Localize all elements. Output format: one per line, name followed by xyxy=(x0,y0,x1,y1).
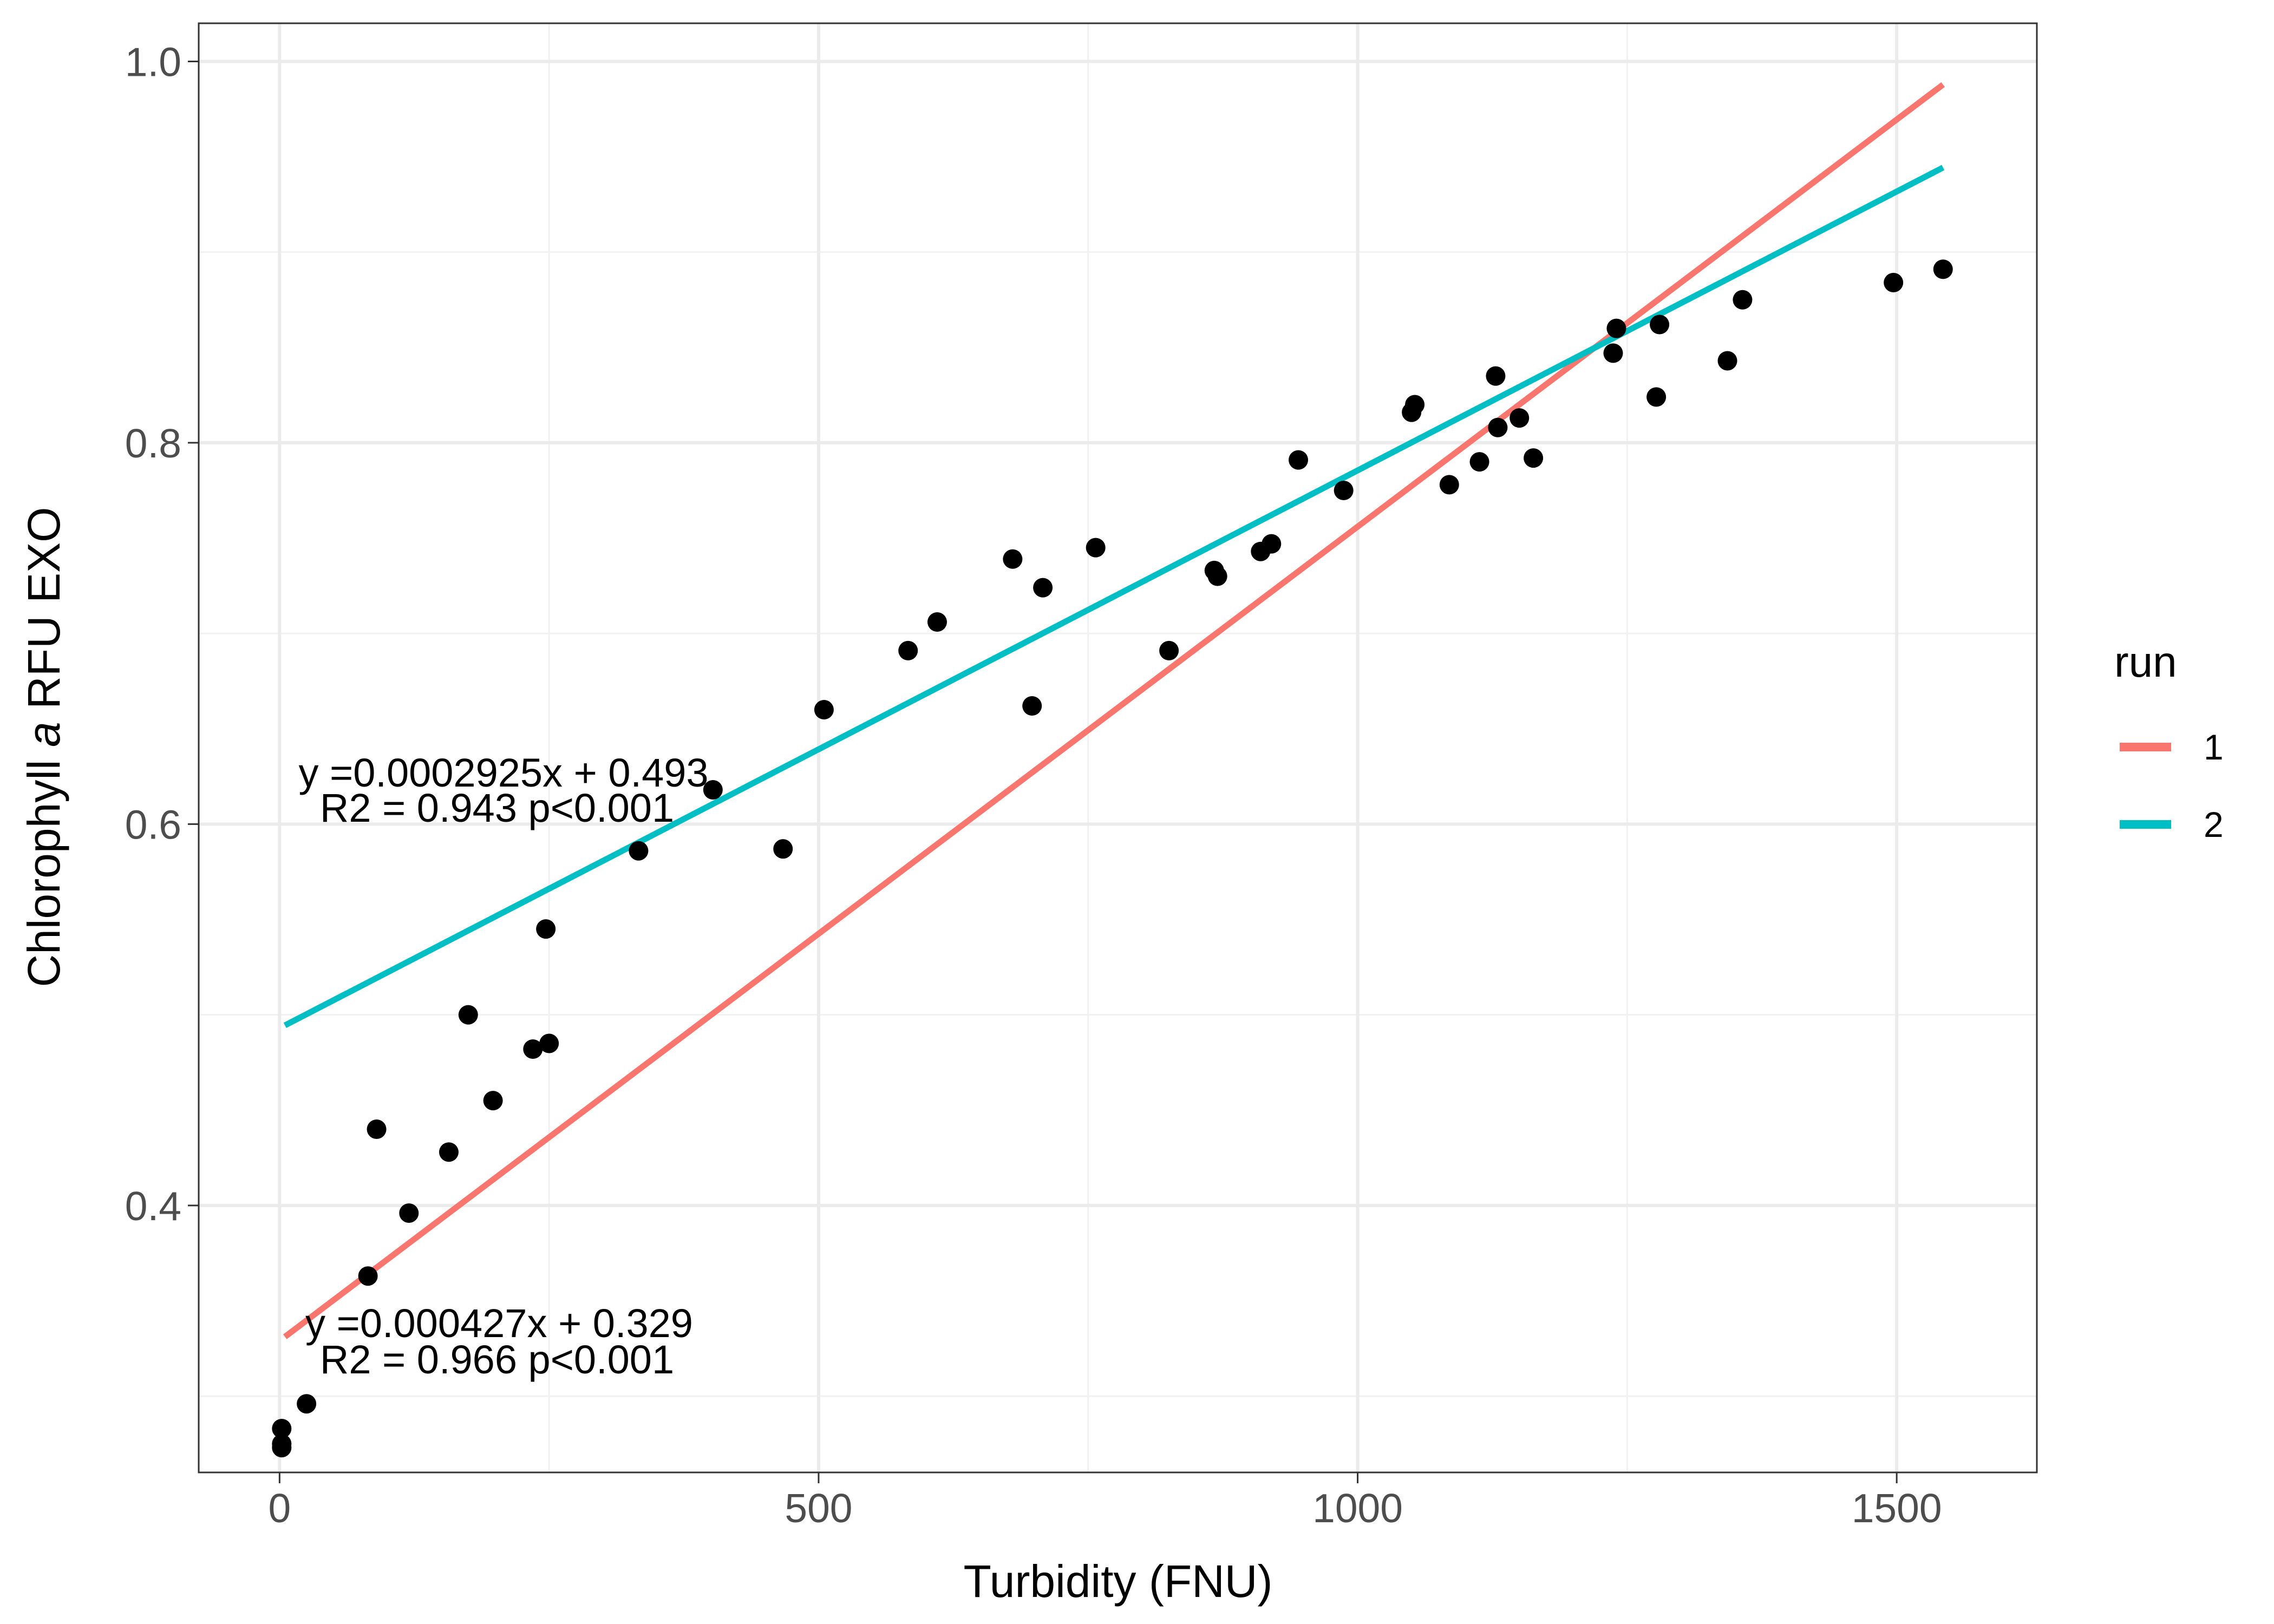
regression-annotations: y =0.0002925x + 0.493 R2 = 0.943 p<0.001… xyxy=(298,750,708,1382)
annotation-run1-equation: y =0.000427x + 0.329 xyxy=(305,1301,693,1346)
data-point xyxy=(703,780,723,800)
legend-label-run-2: 2 xyxy=(2204,804,2224,844)
data-point xyxy=(1884,273,1904,293)
data-point xyxy=(629,841,649,861)
data-point xyxy=(1289,450,1309,470)
data-point xyxy=(814,700,834,720)
minor-gridlines xyxy=(199,23,2037,1472)
legend: run 1 2 xyxy=(2114,638,2224,844)
panel-border xyxy=(198,22,2038,1474)
y-tick-label: 0.8 xyxy=(125,421,181,466)
data-point xyxy=(1510,408,1530,428)
data-point xyxy=(272,1438,292,1458)
data-point xyxy=(1207,566,1227,586)
data-point xyxy=(272,1418,292,1438)
y-tick-label: 0.4 xyxy=(125,1183,181,1229)
major-gridlines xyxy=(199,23,2037,1472)
data-point xyxy=(898,640,918,660)
x-axis-title: Turbidity (FNU) xyxy=(964,1556,1273,1607)
data-point xyxy=(1733,290,1753,310)
data-point xyxy=(1086,538,1106,558)
data-point xyxy=(1650,315,1670,335)
data-point xyxy=(1933,259,1953,279)
y-axis-title-italic: a xyxy=(18,722,69,747)
data-point xyxy=(1524,448,1544,468)
data-point xyxy=(483,1091,503,1111)
data-point xyxy=(1405,395,1425,415)
annotation-run1-stats: R2 = 0.966 p<0.001 xyxy=(320,1337,674,1382)
data-point xyxy=(1033,578,1053,598)
data-point xyxy=(458,1005,478,1025)
data-points xyxy=(272,259,1953,1458)
data-point xyxy=(1469,452,1489,472)
y-tick-label: 0.6 xyxy=(125,802,181,847)
data-point xyxy=(523,1039,543,1059)
data-point xyxy=(1486,366,1506,386)
y-tick-label: 1.0 xyxy=(125,39,181,84)
data-point xyxy=(1717,351,1737,371)
legend-title: run xyxy=(2114,638,2177,686)
data-point xyxy=(1334,480,1354,500)
data-point xyxy=(367,1119,387,1139)
data-point xyxy=(1262,534,1282,554)
x-axis-ticks: 0 500 1000 1500 xyxy=(268,1472,1942,1531)
panel-background xyxy=(199,23,2037,1472)
legend-label-run-1: 1 xyxy=(2204,727,2224,767)
data-point xyxy=(1003,549,1023,569)
data-point xyxy=(399,1203,419,1223)
x-tick-label: 500 xyxy=(785,1485,852,1531)
annotation-run2-equation: y =0.0002925x + 0.493 xyxy=(298,750,708,795)
x-tick-label: 1500 xyxy=(1852,1485,1942,1531)
y-axis-title: Chlorophyll a RFU EXO xyxy=(18,507,69,987)
y-axis-ticks: 0.4 0.6 0.8 1.0 xyxy=(125,39,199,1229)
data-point xyxy=(1603,343,1623,363)
regression-line-run-1 xyxy=(283,82,1945,1339)
data-point xyxy=(773,839,793,859)
data-point xyxy=(358,1266,378,1286)
regression-line-run-2 xyxy=(283,165,1945,1029)
x-tick-label: 0 xyxy=(268,1485,291,1531)
annotation-run2-stats: R2 = 0.943 p<0.001 xyxy=(320,785,674,830)
data-point xyxy=(1022,696,1042,716)
data-point xyxy=(1488,417,1508,437)
data-point xyxy=(1439,475,1459,495)
x-tick-label: 1000 xyxy=(1312,1485,1403,1531)
data-point xyxy=(927,612,947,632)
data-point xyxy=(1606,318,1626,338)
data-point xyxy=(1159,640,1179,660)
data-point xyxy=(297,1394,317,1414)
data-point xyxy=(1646,387,1667,407)
data-point xyxy=(536,919,556,939)
y-axis-title-suffix: RFU EXO xyxy=(18,507,69,722)
y-axis-title-prefix: Chlorophyll xyxy=(18,747,69,987)
data-point xyxy=(539,1033,559,1053)
regression-lines xyxy=(283,82,1945,1339)
data-point xyxy=(439,1142,459,1162)
